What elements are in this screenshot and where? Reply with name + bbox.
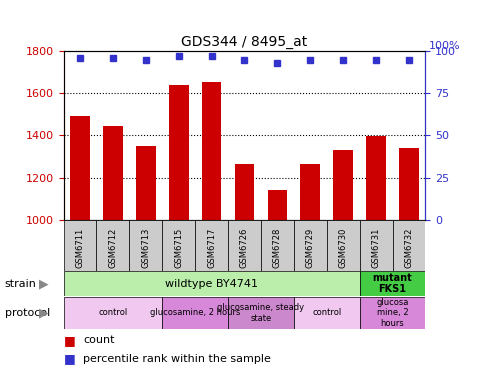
Text: count: count [83, 335, 114, 346]
Bar [63, 271, 359, 296]
Bar [398, 148, 418, 220]
Bar [261, 220, 293, 271]
Text: control: control [311, 309, 341, 317]
Text: protocol: protocol [5, 308, 50, 318]
Text: ■: ■ [63, 334, 75, 347]
Bar [227, 297, 293, 329]
Text: GSM6712: GSM6712 [108, 227, 117, 268]
Bar [392, 220, 425, 271]
Text: ▶: ▶ [39, 306, 49, 320]
Text: ▶: ▶ [39, 277, 49, 290]
Text: GSM6730: GSM6730 [338, 227, 347, 268]
Text: 100%: 100% [428, 41, 460, 51]
Bar [293, 220, 326, 271]
Text: GSM6713: GSM6713 [141, 227, 150, 268]
Bar [267, 190, 286, 220]
Text: GSM6731: GSM6731 [371, 227, 380, 268]
Text: GSM6728: GSM6728 [272, 227, 281, 268]
Bar [333, 150, 352, 220]
Text: GSM6717: GSM6717 [207, 227, 216, 268]
Bar [63, 297, 162, 329]
Text: ■: ■ [63, 352, 75, 365]
Bar [70, 116, 90, 220]
Text: glucosamine, 2 hours: glucosamine, 2 hours [150, 309, 240, 317]
Text: percentile rank within the sample: percentile rank within the sample [83, 354, 270, 364]
Bar [136, 146, 155, 220]
Bar [359, 271, 425, 296]
Bar [359, 297, 425, 329]
Bar [366, 137, 385, 220]
Bar [63, 220, 96, 271]
Text: glucosa
mine, 2
hours: glucosa mine, 2 hours [376, 298, 408, 328]
Text: GSM6732: GSM6732 [404, 227, 413, 268]
Bar [326, 220, 359, 271]
Bar [359, 220, 392, 271]
Bar [293, 297, 359, 329]
Bar [234, 164, 254, 220]
Text: GSM6711: GSM6711 [75, 227, 84, 268]
Bar [162, 297, 227, 329]
Bar [300, 164, 320, 220]
Bar [103, 126, 122, 220]
Bar [96, 220, 129, 271]
Bar [168, 85, 188, 220]
Bar [195, 220, 227, 271]
Bar [129, 220, 162, 271]
Title: GDS344 / 8495_at: GDS344 / 8495_at [181, 35, 307, 49]
Bar [227, 220, 261, 271]
Text: control: control [98, 309, 127, 317]
Text: strain: strain [5, 279, 37, 289]
Text: wildtype BY4741: wildtype BY4741 [165, 279, 258, 289]
Bar [162, 220, 195, 271]
Text: GSM6715: GSM6715 [174, 227, 183, 268]
Text: mutant
FKS1: mutant FKS1 [372, 273, 411, 295]
Text: GSM6726: GSM6726 [240, 227, 248, 268]
Text: GSM6729: GSM6729 [305, 227, 314, 268]
Bar [202, 82, 221, 220]
Text: glucosamine, steady
state: glucosamine, steady state [217, 303, 304, 323]
